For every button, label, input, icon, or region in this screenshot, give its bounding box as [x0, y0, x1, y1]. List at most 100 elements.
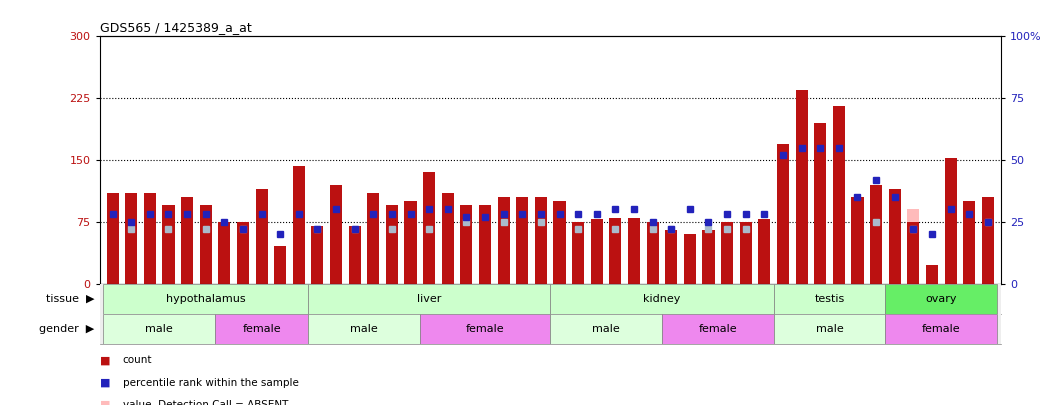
Bar [833, 107, 845, 284]
Text: liver: liver [417, 294, 441, 304]
Text: female: female [242, 324, 281, 334]
Text: percentile rank within the sample: percentile rank within the sample [123, 378, 299, 388]
Bar [963, 201, 976, 284]
Bar [740, 222, 751, 284]
Bar [628, 217, 640, 284]
Bar [550, 284, 773, 314]
Bar [721, 222, 734, 284]
Bar [982, 197, 994, 284]
Bar [256, 189, 267, 284]
Bar [308, 284, 550, 314]
Bar [553, 201, 566, 284]
Bar [870, 185, 882, 284]
Bar [349, 226, 361, 284]
Bar [420, 314, 550, 344]
Bar [740, 230, 751, 284]
Text: male: male [592, 324, 620, 334]
Bar [550, 314, 662, 344]
Bar [144, 193, 156, 284]
Bar [107, 193, 118, 284]
Bar [498, 209, 509, 284]
Bar [609, 217, 621, 284]
Bar [702, 230, 715, 284]
Bar [460, 209, 473, 284]
Bar [721, 230, 734, 284]
Text: male: male [350, 324, 378, 334]
Bar [460, 205, 473, 284]
Bar [572, 222, 584, 284]
Text: value, Detection Call = ABSENT: value, Detection Call = ABSENT [123, 400, 288, 405]
Bar [572, 228, 584, 284]
Bar [870, 209, 882, 284]
Bar [423, 209, 435, 284]
Text: male: male [815, 324, 844, 334]
Bar [662, 314, 773, 344]
Bar [162, 228, 175, 284]
Text: gender  ▶: gender ▶ [39, 324, 94, 334]
Bar [386, 205, 398, 284]
Bar [237, 222, 249, 284]
Bar [181, 197, 193, 284]
Text: female: female [698, 324, 737, 334]
Bar [534, 209, 547, 284]
Bar [441, 193, 454, 284]
Bar [886, 314, 997, 344]
Bar [104, 284, 308, 314]
Bar [702, 230, 715, 284]
Bar [275, 246, 286, 284]
Bar [162, 205, 175, 284]
Text: count: count [123, 356, 152, 365]
Bar [773, 314, 886, 344]
Bar [218, 222, 231, 284]
Bar [647, 230, 659, 284]
Bar [498, 197, 509, 284]
Text: tissue  ▶: tissue ▶ [46, 294, 94, 304]
Bar [125, 193, 137, 284]
Bar [479, 205, 492, 284]
Bar [851, 197, 864, 284]
Bar [215, 314, 308, 344]
Bar [683, 234, 696, 284]
Bar [292, 166, 305, 284]
Text: testis: testis [814, 294, 845, 304]
Bar [908, 209, 919, 284]
Bar [609, 230, 621, 284]
Text: female: female [922, 324, 961, 334]
Text: female: female [465, 324, 504, 334]
Bar [200, 209, 212, 284]
Bar [330, 185, 342, 284]
Bar [908, 222, 919, 284]
Text: ■: ■ [100, 356, 110, 365]
Bar [308, 314, 420, 344]
Bar [795, 90, 808, 284]
Bar [534, 197, 547, 284]
Text: ovary: ovary [925, 294, 957, 304]
Bar [773, 284, 886, 314]
Bar [647, 222, 659, 284]
Bar [982, 209, 994, 284]
Bar [349, 230, 361, 284]
Bar [104, 314, 215, 344]
Bar [759, 219, 770, 284]
Bar [311, 226, 324, 284]
Text: hypothalamus: hypothalamus [166, 294, 245, 304]
Bar [777, 143, 789, 284]
Bar [405, 201, 417, 284]
Text: kidney: kidney [643, 294, 680, 304]
Bar [517, 197, 528, 284]
Bar [889, 189, 900, 284]
Bar [237, 230, 249, 284]
Bar [665, 230, 677, 284]
Text: GDS565 / 1425389_a_at: GDS565 / 1425389_a_at [100, 21, 252, 34]
Bar [886, 284, 997, 314]
Bar [367, 193, 379, 284]
Bar [311, 230, 324, 284]
Bar [944, 158, 957, 284]
Bar [125, 228, 137, 284]
Bar [423, 173, 435, 284]
Text: ■: ■ [100, 378, 110, 388]
Bar [665, 230, 677, 284]
Text: ■: ■ [100, 400, 110, 405]
Bar [925, 265, 938, 284]
Bar [386, 209, 398, 284]
